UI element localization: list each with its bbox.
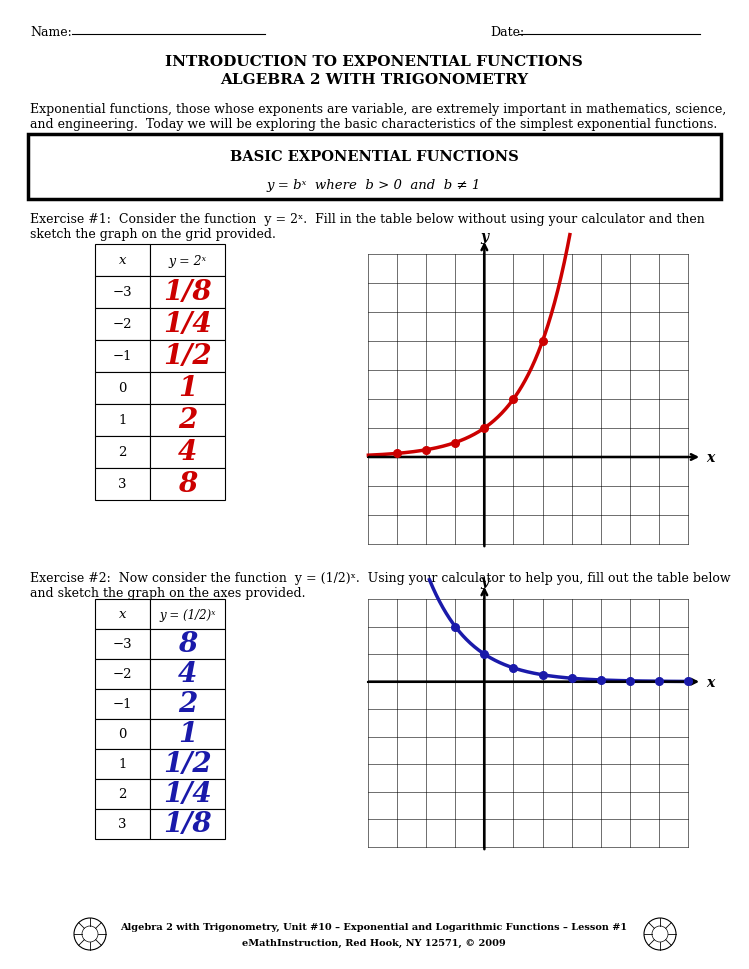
Text: ALGEBRA 2 WITH TRIGONOMETRY: ALGEBRA 2 WITH TRIGONOMETRY bbox=[220, 73, 528, 87]
Text: 0: 0 bbox=[118, 382, 127, 395]
Bar bbox=[28, 135, 721, 200]
Text: y: y bbox=[480, 575, 488, 588]
Text: Date:: Date: bbox=[490, 25, 524, 39]
Bar bbox=[95, 779, 150, 809]
Bar bbox=[95, 469, 150, 500]
Bar bbox=[150, 719, 225, 749]
Bar bbox=[95, 373, 150, 405]
Text: 3: 3 bbox=[118, 478, 127, 491]
Text: BASIC EXPONENTIAL FUNCTIONS: BASIC EXPONENTIAL FUNCTIONS bbox=[230, 150, 518, 164]
Text: x: x bbox=[119, 608, 127, 621]
Text: Exponential functions, those whose exponents are variable, are extremely importa: Exponential functions, those whose expon… bbox=[30, 103, 727, 116]
Text: INTRODUCTION TO EXPONENTIAL FUNCTIONS: INTRODUCTION TO EXPONENTIAL FUNCTIONS bbox=[165, 55, 583, 69]
Text: 1/2: 1/2 bbox=[163, 751, 212, 778]
Text: 8: 8 bbox=[178, 471, 197, 498]
Text: −3: −3 bbox=[112, 286, 133, 299]
Bar bbox=[95, 245, 150, 277]
Text: y: y bbox=[480, 230, 488, 244]
Text: y = (1/2)ˣ: y = (1/2)ˣ bbox=[160, 608, 216, 621]
Text: y = 2ˣ: y = 2ˣ bbox=[169, 254, 207, 267]
Text: 8: 8 bbox=[178, 631, 197, 658]
Text: −2: −2 bbox=[113, 318, 133, 331]
Text: x: x bbox=[706, 675, 715, 689]
Text: 1/2: 1/2 bbox=[163, 343, 212, 370]
Text: eMathInstruction, Red Hook, NY 12571, © 2009: eMathInstruction, Red Hook, NY 12571, © … bbox=[242, 938, 506, 947]
Bar bbox=[150, 689, 225, 719]
Text: y = bˣ  where  b > 0  and  b ≠ 1: y = bˣ where b > 0 and b ≠ 1 bbox=[267, 178, 481, 191]
Text: 1: 1 bbox=[178, 375, 197, 402]
Text: Exercise #1:  Consider the function  y = 2ˣ.  Fill in the table below without us: Exercise #1: Consider the function y = 2… bbox=[30, 213, 705, 226]
Text: sketch the graph on the grid provided.: sketch the graph on the grid provided. bbox=[30, 228, 276, 240]
Bar bbox=[150, 600, 225, 629]
Bar bbox=[95, 689, 150, 719]
Text: 2: 2 bbox=[118, 788, 127, 800]
Bar bbox=[150, 749, 225, 779]
Bar bbox=[95, 405, 150, 437]
Bar bbox=[95, 749, 150, 779]
Text: x: x bbox=[706, 451, 715, 464]
Bar bbox=[150, 469, 225, 500]
Bar bbox=[95, 309, 150, 341]
Text: 4: 4 bbox=[178, 661, 197, 688]
Bar bbox=[150, 373, 225, 405]
Text: 2: 2 bbox=[178, 691, 197, 718]
Text: and sketch the graph on the axes provided.: and sketch the graph on the axes provide… bbox=[30, 586, 306, 600]
Text: 1/8: 1/8 bbox=[163, 279, 212, 306]
Text: Exercise #2:  Now consider the function  y = (1/2)ˣ.  Using your calculator to h: Exercise #2: Now consider the function y… bbox=[30, 572, 730, 584]
Bar bbox=[150, 437, 225, 469]
Bar bbox=[95, 659, 150, 689]
Bar bbox=[95, 277, 150, 309]
Text: 1/8: 1/8 bbox=[163, 811, 212, 837]
Bar bbox=[150, 341, 225, 373]
Text: 1: 1 bbox=[118, 758, 127, 770]
Bar bbox=[150, 659, 225, 689]
Bar bbox=[150, 779, 225, 809]
Bar bbox=[150, 629, 225, 659]
Bar bbox=[95, 719, 150, 749]
Bar bbox=[95, 809, 150, 839]
Bar bbox=[95, 341, 150, 373]
Bar bbox=[150, 277, 225, 309]
Text: x: x bbox=[119, 254, 127, 267]
Text: 1/4: 1/4 bbox=[163, 311, 212, 338]
Text: 1: 1 bbox=[118, 414, 127, 427]
Bar bbox=[95, 437, 150, 469]
Text: Name:: Name: bbox=[30, 25, 72, 39]
Text: Algebra 2 with Trigonometry, Unit #10 – Exponential and Logarithmic Functions – : Algebra 2 with Trigonometry, Unit #10 – … bbox=[121, 922, 628, 930]
Bar bbox=[95, 629, 150, 659]
Text: 2: 2 bbox=[178, 407, 197, 434]
Text: 2: 2 bbox=[118, 446, 127, 459]
Bar bbox=[150, 405, 225, 437]
Text: 3: 3 bbox=[118, 818, 127, 830]
Text: 1: 1 bbox=[178, 721, 197, 748]
Text: 1/4: 1/4 bbox=[163, 781, 212, 808]
Text: 0: 0 bbox=[118, 728, 127, 740]
Text: 4: 4 bbox=[178, 439, 197, 466]
Bar bbox=[150, 809, 225, 839]
Bar bbox=[150, 245, 225, 277]
Bar bbox=[95, 600, 150, 629]
Text: −2: −2 bbox=[113, 668, 133, 681]
Text: −1: −1 bbox=[113, 350, 133, 363]
Text: −3: −3 bbox=[112, 638, 133, 651]
Bar bbox=[150, 309, 225, 341]
Text: −1: −1 bbox=[113, 698, 133, 711]
Text: and engineering.  Today we will be exploring the basic characteristics of the si: and engineering. Today we will be explor… bbox=[30, 118, 718, 131]
